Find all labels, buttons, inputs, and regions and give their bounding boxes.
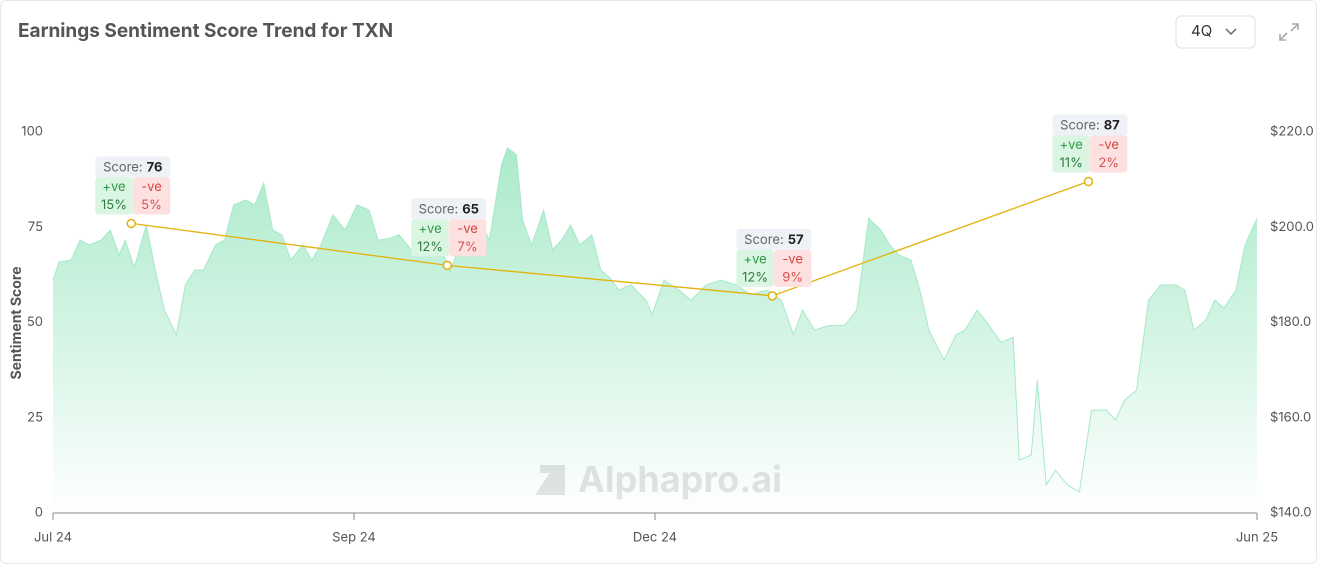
positive-label: +ve	[102, 179, 125, 195]
score-label: Score:	[744, 231, 784, 247]
score-label: Score:	[103, 159, 143, 175]
y2-tick-label: $160.0	[1270, 409, 1311, 425]
y2-tick-label: $180.0	[1270, 314, 1311, 330]
y-tick-label: 25	[27, 409, 43, 425]
sentiment-point	[442, 260, 453, 271]
negative-value: 2%	[1098, 155, 1119, 171]
dropdown-caret[interactable]	[1225, 28, 1237, 36]
period-dropdown[interactable]: 4Q	[1175, 15, 1256, 49]
positive-value: 12%	[417, 239, 443, 255]
sentiment-point	[1083, 176, 1094, 187]
tooltip-score: Score: 57	[744, 231, 804, 247]
negative-cell	[448, 219, 487, 257]
positive-cell	[736, 249, 774, 287]
dropdown-label[interactable]: 4Q	[1191, 21, 1212, 40]
negative-value: 5%	[141, 197, 162, 213]
negative-value: 9%	[782, 269, 803, 285]
price-line	[52, 146, 1258, 493]
expand-icon[interactable]	[1279, 23, 1299, 41]
price-area	[53, 147, 1257, 513]
negative-cell	[1089, 135, 1128, 173]
tooltip-header	[411, 198, 487, 220]
negative-value: 7%	[457, 239, 477, 255]
tooltip-score: Score: 87	[1060, 117, 1120, 133]
expand-arrows[interactable]	[1279, 23, 1299, 41]
score-tooltip: Score: 57 +ve 12% -ve 9%	[736, 228, 812, 287]
positive-label: +ve	[418, 221, 441, 237]
tooltip-header	[1052, 114, 1128, 136]
positive-value: 12%	[742, 269, 768, 285]
score-label: Score:	[1060, 117, 1100, 133]
x-tick-label: Jun 25	[1236, 530, 1278, 546]
negative-cell	[773, 249, 812, 287]
positive-cell	[1052, 135, 1090, 173]
tooltip-score: Score: 65	[419, 201, 479, 217]
y-axis-label: Sentiment Score	[8, 266, 25, 379]
y-tick-label: 100	[21, 124, 43, 140]
watermark-text: Alphapro.ai	[578, 457, 782, 501]
dropdown-box[interactable]	[1175, 15, 1256, 49]
score-tooltip: Score: 87 +ve 11% -ve 2%	[1052, 114, 1128, 173]
sentiment-point	[767, 291, 778, 301]
sentiment-line	[131, 180, 1089, 297]
x-tick-label: Jul 24	[34, 530, 72, 546]
positive-value: 15%	[101, 197, 127, 213]
y-tick-label: 0	[35, 505, 43, 521]
plot: 0 25 50 75 100 $140.0 $160.0 $180.0 $200.0 $220.0…	[21, 114, 1314, 546]
y-tick-label: 50	[27, 314, 43, 330]
positive-value: 11%	[1060, 155, 1083, 171]
negative-label: -ve	[782, 251, 803, 267]
score-value: 87	[1104, 117, 1120, 133]
negative-label: -ve	[141, 179, 162, 195]
positive-cell	[411, 219, 449, 257]
negative-cell	[132, 177, 171, 215]
x-tick-label: Dec 24	[633, 530, 677, 546]
score-value: 76	[147, 159, 163, 175]
positive-label: +ve	[1060, 137, 1083, 153]
y-tick-label: 75	[28, 219, 43, 235]
score-label: Score:	[419, 201, 459, 217]
score-tooltip: Score: 65 +ve 12% -ve 7%	[411, 198, 487, 257]
negative-label: -ve	[1098, 137, 1119, 153]
y2-tick-label: $220.0	[1270, 124, 1314, 140]
sentiment-point	[126, 218, 137, 229]
tooltip-header	[736, 228, 812, 250]
score-value: 57	[788, 231, 804, 247]
x-tick-label: Sep 24	[332, 530, 376, 546]
watermark: Alphapro.ai	[535, 457, 782, 501]
score-tooltip: Score: 76 +ve 15% -ve 5%	[95, 156, 171, 215]
positive-label: +ve	[744, 251, 767, 267]
tooltip-header	[95, 156, 171, 178]
tooltip-score: Score: 76	[103, 159, 162, 175]
negative-label: -ve	[457, 221, 478, 237]
chart-title: Earnings Sentiment Score Trend for TXN	[18, 19, 393, 42]
watermark-logo	[535, 465, 565, 495]
positive-cell	[95, 177, 133, 215]
y2-tick-label: $200.0	[1270, 219, 1314, 235]
y2-tick-label: $140.0	[1270, 505, 1312, 521]
score-value: 65	[462, 201, 479, 217]
